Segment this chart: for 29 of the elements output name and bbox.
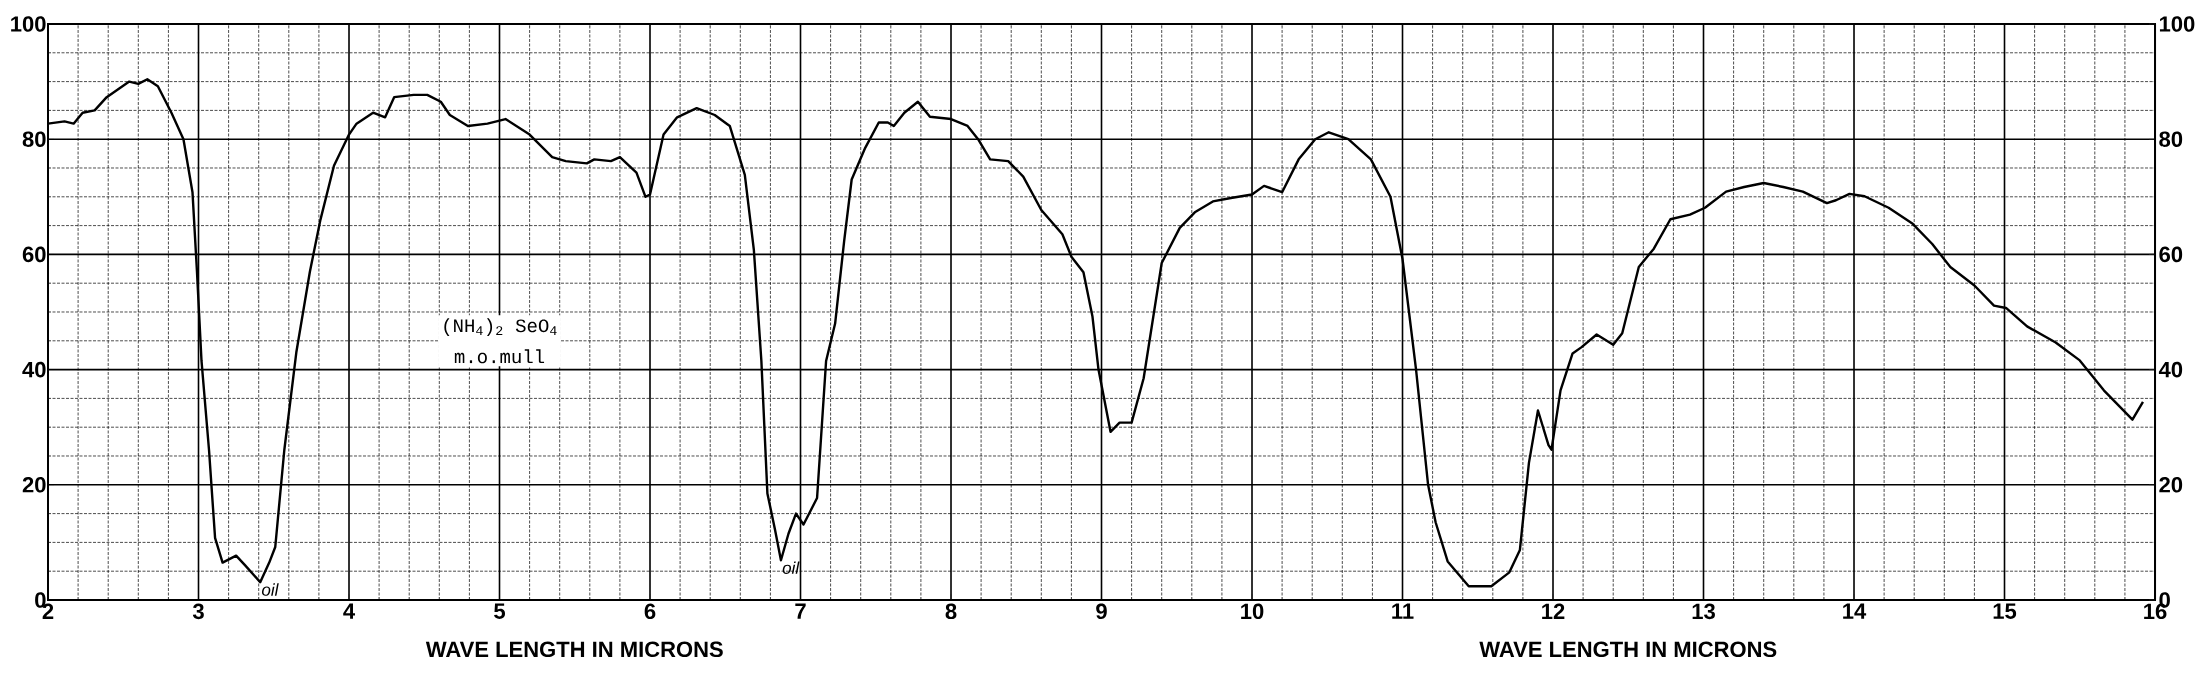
annotation: oil [782, 561, 800, 574]
y-tick-label: 20 [22, 477, 46, 493]
y2-tick-label: 80 [2159, 131, 2183, 147]
y2-tick-label: 60 [2159, 246, 2183, 263]
x-axis-title: WAVE LENGTH IN MICRONS [425, 641, 723, 658]
y2-tick-label: 100 [2159, 16, 2195, 32]
y-tick-label: 100 [11, 16, 46, 32]
x-tick-label: 7 [795, 603, 806, 619]
x-tick-label: 13 [1692, 603, 1715, 620]
y-tick-label: 80 [22, 131, 46, 147]
annotation: m.o.mull [454, 349, 545, 364]
x-tick-label: 6 [644, 603, 656, 620]
y-tick-label: 60 [22, 246, 46, 263]
x-tick-label: 9 [1096, 603, 1107, 620]
x-tick-label: 4 [343, 603, 356, 619]
x-tick-label: 8 [945, 603, 957, 620]
x-tick-label: 12 [1542, 603, 1565, 619]
x-tick-label: 3 [192, 603, 204, 620]
x-tick-label: 10 [1241, 603, 1264, 620]
y2-tick-label: 40 [2158, 361, 2183, 378]
annotation: (NH$_{4}$)$_{2}$ SeO$_{4}$ [444, 318, 557, 337]
y2-tick-label: 20 [2159, 477, 2183, 493]
x-tick-label: 14 [1843, 603, 1867, 619]
x-tick-label: 11 [1392, 603, 1414, 619]
annotation: oil [261, 583, 279, 596]
text: WAVE LENGTH IN MICRONS [1479, 641, 1777, 658]
x-tick-label: 5 [494, 603, 506, 619]
y-tick-label: 40 [22, 361, 46, 378]
x-tick-label: 15 [1993, 603, 2017, 619]
